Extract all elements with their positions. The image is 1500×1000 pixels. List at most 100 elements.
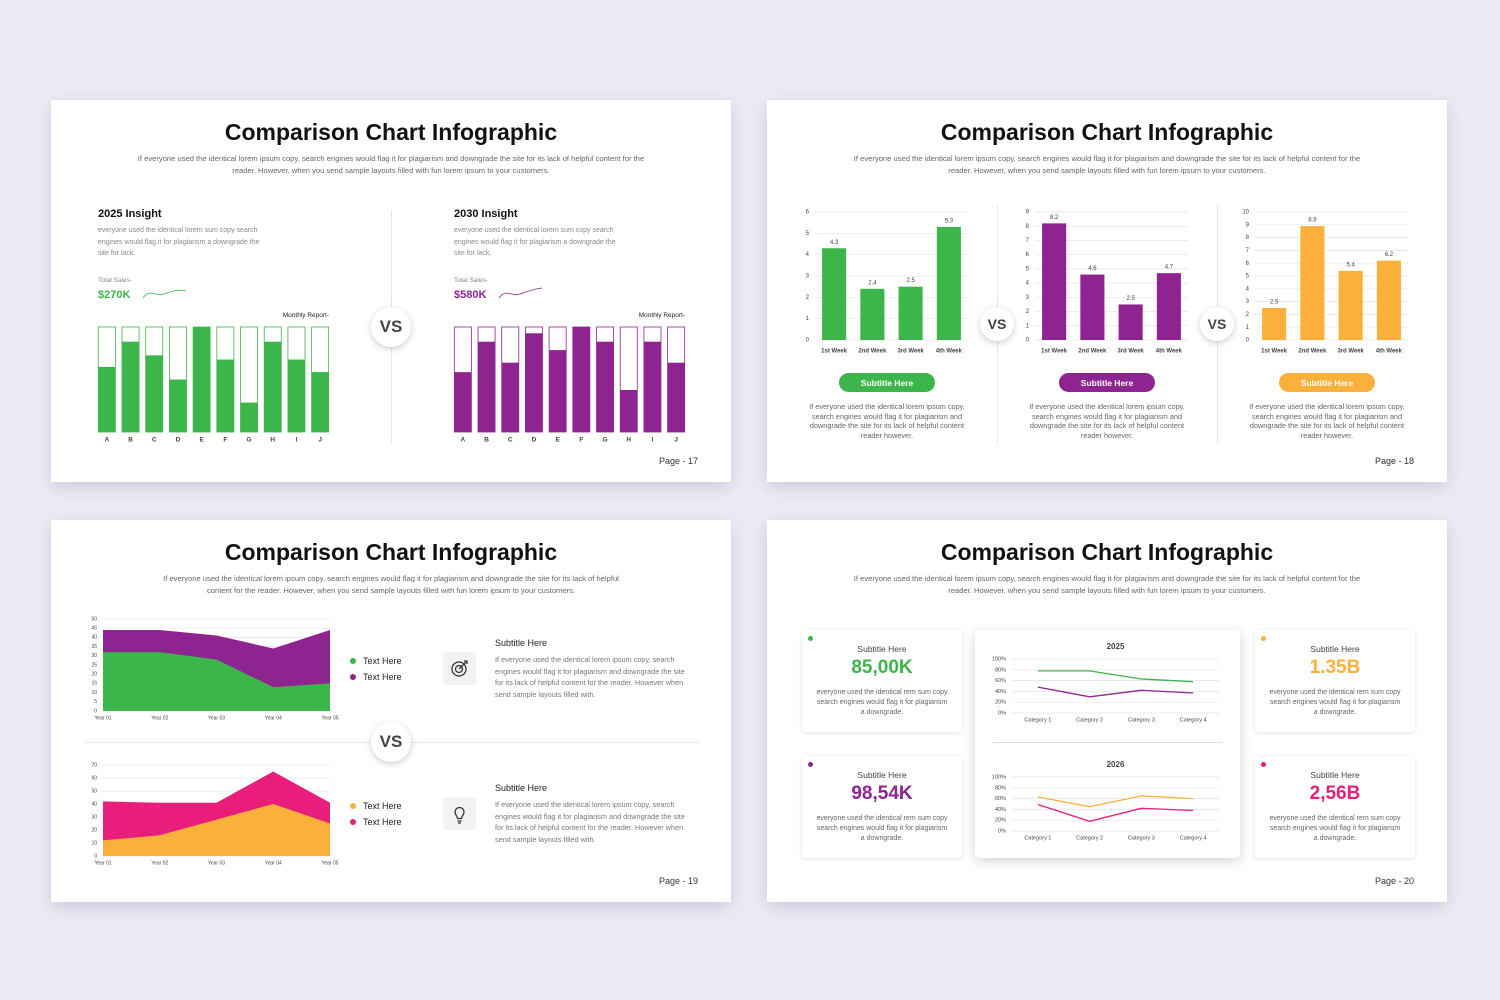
bar <box>620 390 638 432</box>
y-tick-label: 2 <box>1246 312 1250 318</box>
card-text: everyone used the identical rem sum copy… <box>1269 815 1401 842</box>
x-tick-label: Year 04 <box>265 715 282 721</box>
stat-card: Subtitle Here 1.35B everyone used the iden… <box>1255 630 1415 732</box>
legend-item: Text Here <box>350 671 402 683</box>
divider <box>993 742 1222 743</box>
y-tick-label: 8 <box>1246 235 1250 241</box>
data-label: 2.5 <box>906 278 915 284</box>
bar <box>478 341 496 432</box>
legend-label: Text Here <box>363 801 402 811</box>
bar <box>193 327 211 432</box>
y-tick-label: 30 <box>91 653 97 659</box>
data-label: 5.4 <box>1346 262 1355 268</box>
x-tick-label: A <box>460 437 465 444</box>
card-dot <box>808 762 813 767</box>
legend-dot <box>350 819 356 825</box>
total-label: Total Sales- <box>454 277 488 284</box>
bar <box>525 333 543 432</box>
data-label: 4.3 <box>830 240 839 246</box>
report-label: Monthly Report- <box>638 312 685 319</box>
row-text: If everyone used the identical lorem ips… <box>495 800 685 845</box>
y-tick-label: 20 <box>91 827 97 833</box>
bar <box>1042 223 1067 340</box>
x-tick-label: Category 4 <box>1180 717 1207 723</box>
x-tick-label: Year 05 <box>321 860 338 866</box>
panel-heading: 2025 Insight <box>98 208 162 220</box>
data-label: 4.6 <box>1088 266 1097 272</box>
y-tick-label: 10 <box>91 690 97 696</box>
chart-panel: 0 1 2 3 4 5 6 7 8 9 10 2.5 8.9 5.4 6.2 1st Week 2nd Week… <box>1227 100 1427 482</box>
bar-chart: 0 1 2 3 4 5 6 4.3 2.4 2.5 5.3 1st Week 2nd Week 3rd W… <box>806 210 968 355</box>
y-tick-label: 5 <box>1246 274 1250 280</box>
card-subtitle: Subtitle Here <box>1310 644 1360 654</box>
slide: Comparison Chart Infographic If everyone… <box>51 100 731 482</box>
y-tick-label: 40% <box>995 807 1006 813</box>
bulb-icon <box>443 797 476 830</box>
x-tick-label: Year 03 <box>208 860 225 866</box>
bar <box>898 286 923 340</box>
card-value: 85,00K <box>851 657 913 678</box>
y-tick-label: 10 <box>1242 210 1249 216</box>
bar <box>240 402 258 432</box>
data-label: 2.5 <box>1270 300 1279 306</box>
bar <box>860 288 885 340</box>
x-tick-label: E <box>555 437 560 444</box>
page-number: Page - 19 <box>658 876 698 886</box>
data-label: 6.2 <box>1385 252 1394 258</box>
y-tick-label: 2 <box>806 295 810 301</box>
x-tick-label: 4th Week <box>1376 349 1403 355</box>
bar <box>1156 273 1181 340</box>
report-label: Monthly Report- <box>282 312 329 319</box>
x-tick-label: D <box>176 437 181 444</box>
y-tick-label: 60% <box>995 796 1006 802</box>
legend-item: Text Here <box>350 655 402 667</box>
y-tick-label: 100% <box>992 774 1006 780</box>
x-tick-label: 4th Week <box>1156 349 1183 355</box>
data-label: 8.2 <box>1050 215 1059 221</box>
data-label: 4.7 <box>1165 265 1174 271</box>
y-tick-label: 50 <box>91 788 97 794</box>
chart-title: 2026 <box>1107 760 1125 769</box>
subtitle-button: Subtitle Here <box>839 373 935 392</box>
card-value: 98,54K <box>851 783 913 804</box>
y-tick-label: 0 <box>94 853 97 859</box>
row-subtitle: Subtitle Here <box>495 638 548 648</box>
x-tick-label: Year 02 <box>151 715 168 721</box>
line <box>1037 670 1194 683</box>
bar <box>98 366 116 432</box>
bar-chart: A B C D E F G H I J <box>97 326 330 444</box>
panel-text: If everyone used the identical lorem ips… <box>1249 402 1405 440</box>
subtitle-button: Subtitle Here <box>1059 373 1155 392</box>
line <box>1037 686 1194 698</box>
x-tick-label: 3rd Week <box>1117 349 1144 355</box>
vs-badge: VS <box>371 307 411 347</box>
x-tick-label: H <box>626 437 631 444</box>
line <box>1037 795 1194 808</box>
x-tick-label: 2nd Week <box>1298 349 1327 355</box>
legend-item: Text Here <box>350 816 402 828</box>
y-tick-label: 5 <box>1026 266 1030 272</box>
y-tick-label: 5 <box>806 231 810 237</box>
total-label: Total Sales- <box>98 277 132 284</box>
card-text: everyone used the identical rem sum copy… <box>816 689 948 716</box>
x-tick-label: Year 04 <box>265 860 282 866</box>
x-tick-label: F <box>579 437 583 444</box>
y-tick-label: 1 <box>1026 323 1030 329</box>
slide-description: If everyone used the identical lorem ips… <box>853 574 1361 595</box>
x-tick-label: Year 03 <box>208 715 225 721</box>
y-tick-label: 5 <box>94 699 97 705</box>
y-tick-label: 50 <box>91 616 97 622</box>
stat-card: Subtitle Here 2,56B everyone used the iden… <box>1255 756 1415 858</box>
stat-card: Subtitle Here 85,00K everyone used the ide… <box>802 630 962 732</box>
y-tick-label: 0 <box>806 338 810 344</box>
row-text: If everyone used the identical lorem ips… <box>495 655 685 700</box>
slide-title: Comparison Chart Infographic <box>224 539 558 565</box>
card-text: everyone used the identical rem sum copy… <box>1269 689 1401 716</box>
page-number: Page - 17 <box>658 456 698 466</box>
data-label: 2.5 <box>1126 296 1135 302</box>
x-tick-label: C <box>152 437 157 444</box>
bar <box>1080 274 1105 340</box>
chart-title: 2025 <box>1107 642 1125 651</box>
x-tick-label: Year 05 <box>321 715 338 721</box>
line-chart: 2025 0% 20% 40% 60% 80% 100% Category 1 Category… <box>992 642 1219 723</box>
